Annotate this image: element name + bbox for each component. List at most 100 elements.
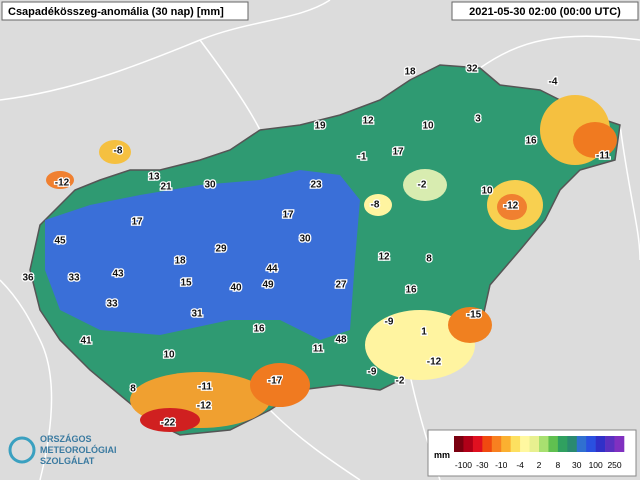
- station-value: 11: [313, 344, 324, 355]
- station-value: 10: [163, 350, 175, 361]
- legend-tick-label: -100: [455, 460, 472, 470]
- station-value: 18: [404, 67, 416, 78]
- station-value: 21: [160, 182, 172, 193]
- station-value: -8: [114, 146, 123, 157]
- legend-swatch: [454, 436, 464, 452]
- legend-unit: mm: [434, 450, 450, 460]
- station-value: -11: [198, 382, 212, 393]
- station-value: 29: [215, 244, 227, 255]
- station-value: 17: [282, 210, 294, 221]
- station-value: 8: [426, 254, 432, 265]
- station-value: 3: [475, 114, 481, 125]
- station-value: 27: [335, 280, 347, 291]
- logo-text: ORSZÁGOS: [40, 434, 92, 444]
- station-value: 33: [106, 299, 118, 310]
- station-value: -11: [596, 151, 610, 162]
- station-value: 23: [310, 180, 322, 191]
- station-value: 43: [112, 269, 124, 280]
- wet-zone: [45, 170, 360, 340]
- station-value: 44: [266, 264, 278, 275]
- station-value: 33: [106, 299, 118, 310]
- station-value: 16: [253, 324, 265, 335]
- legend-swatch: [539, 436, 549, 452]
- station-value: 10: [481, 186, 493, 197]
- station-value: -12: [504, 201, 519, 212]
- station-value: 17: [131, 217, 143, 228]
- station-value: 43: [112, 269, 124, 280]
- station-value: -12: [55, 178, 70, 189]
- station-value: 18: [174, 256, 186, 267]
- station-value: 1: [421, 327, 427, 338]
- station-value: -17: [268, 376, 283, 387]
- station-value: -22: [161, 418, 176, 429]
- station-value: -2: [396, 376, 405, 387]
- station-value: -12: [197, 401, 212, 412]
- station-value: -15: [467, 310, 482, 321]
- legend-tick-label: 250: [607, 460, 621, 470]
- station-value: 49: [262, 280, 274, 291]
- station-value: 33: [68, 273, 80, 284]
- station-value: 19: [314, 121, 326, 132]
- dry-zones: [46, 95, 617, 432]
- legend-swatch: [586, 436, 596, 452]
- station-value: -12: [427, 357, 442, 368]
- station-value: 16: [405, 285, 417, 296]
- station-value: 16: [525, 136, 537, 147]
- timestamp-box: [451, 1, 639, 21]
- station-value: 30: [204, 180, 216, 191]
- station-value: 18: [174, 256, 186, 267]
- station-value: 31: [191, 309, 203, 320]
- legend: -100 -30 -10 -4 2 8 30 100 250: [454, 436, 625, 470]
- station-value: 33: [68, 273, 80, 284]
- legend-swatch: [491, 436, 502, 452]
- station-value: 29: [215, 244, 227, 255]
- station-value: 41: [80, 336, 92, 347]
- station-value: 30: [204, 180, 216, 191]
- station-value: 15: [180, 278, 192, 289]
- station-value: 48: [335, 335, 347, 346]
- station-value: 16: [253, 324, 265, 335]
- station-value: -9: [385, 317, 394, 328]
- logo: ORSZÁGOS METEOROLÓGIAI SZOLGÁLAT: [8, 434, 117, 466]
- station-value: 45: [54, 236, 66, 247]
- station-value: 15: [180, 278, 192, 289]
- legend-swatch: [576, 436, 587, 452]
- station-value: 10: [422, 121, 434, 132]
- legend-tick-label: 2: [537, 460, 542, 470]
- station-value: 16: [525, 136, 537, 147]
- station-value: 8: [130, 384, 136, 395]
- legend-swatch: [595, 436, 606, 452]
- station-value: -17: [268, 376, 283, 387]
- station-value: -12: [55, 178, 70, 189]
- station-value: 10: [481, 186, 493, 197]
- station-value: -4: [549, 77, 558, 88]
- station-value: 13: [148, 172, 160, 183]
- timestamp: 2021-05-30 02:00 (00:00 UTC): [469, 6, 621, 18]
- station-value: 1: [421, 327, 427, 338]
- logo-text: METEOROLÓGIAI: [40, 444, 117, 455]
- station-value: 17: [282, 210, 294, 221]
- station-value: 40: [230, 283, 242, 294]
- legend-swatch: [557, 436, 568, 452]
- station-value: 36: [22, 273, 34, 284]
- legend-tick-label: -4: [516, 460, 524, 470]
- station-value: 18: [404, 67, 416, 78]
- station-value: 17: [392, 147, 404, 158]
- station-value: 30: [299, 234, 311, 245]
- title-box: [1, 1, 249, 21]
- station-value: -12: [504, 201, 519, 212]
- legend-swatch: [567, 436, 578, 452]
- station-value: -12: [197, 401, 212, 412]
- station-value: -9: [368, 367, 377, 378]
- station-value: 45: [54, 236, 66, 247]
- station-value: -11: [596, 151, 610, 162]
- legend-swatch: [501, 436, 511, 452]
- station-value: -2: [418, 180, 427, 191]
- station-value: 36: [22, 273, 34, 284]
- legend-tick-label: 100: [589, 460, 603, 470]
- station-value: 27: [335, 280, 347, 291]
- station-value: -2: [396, 376, 405, 387]
- station-value: 13: [148, 172, 160, 183]
- station-value: 21: [160, 182, 172, 193]
- legend-swatch: [472, 436, 483, 452]
